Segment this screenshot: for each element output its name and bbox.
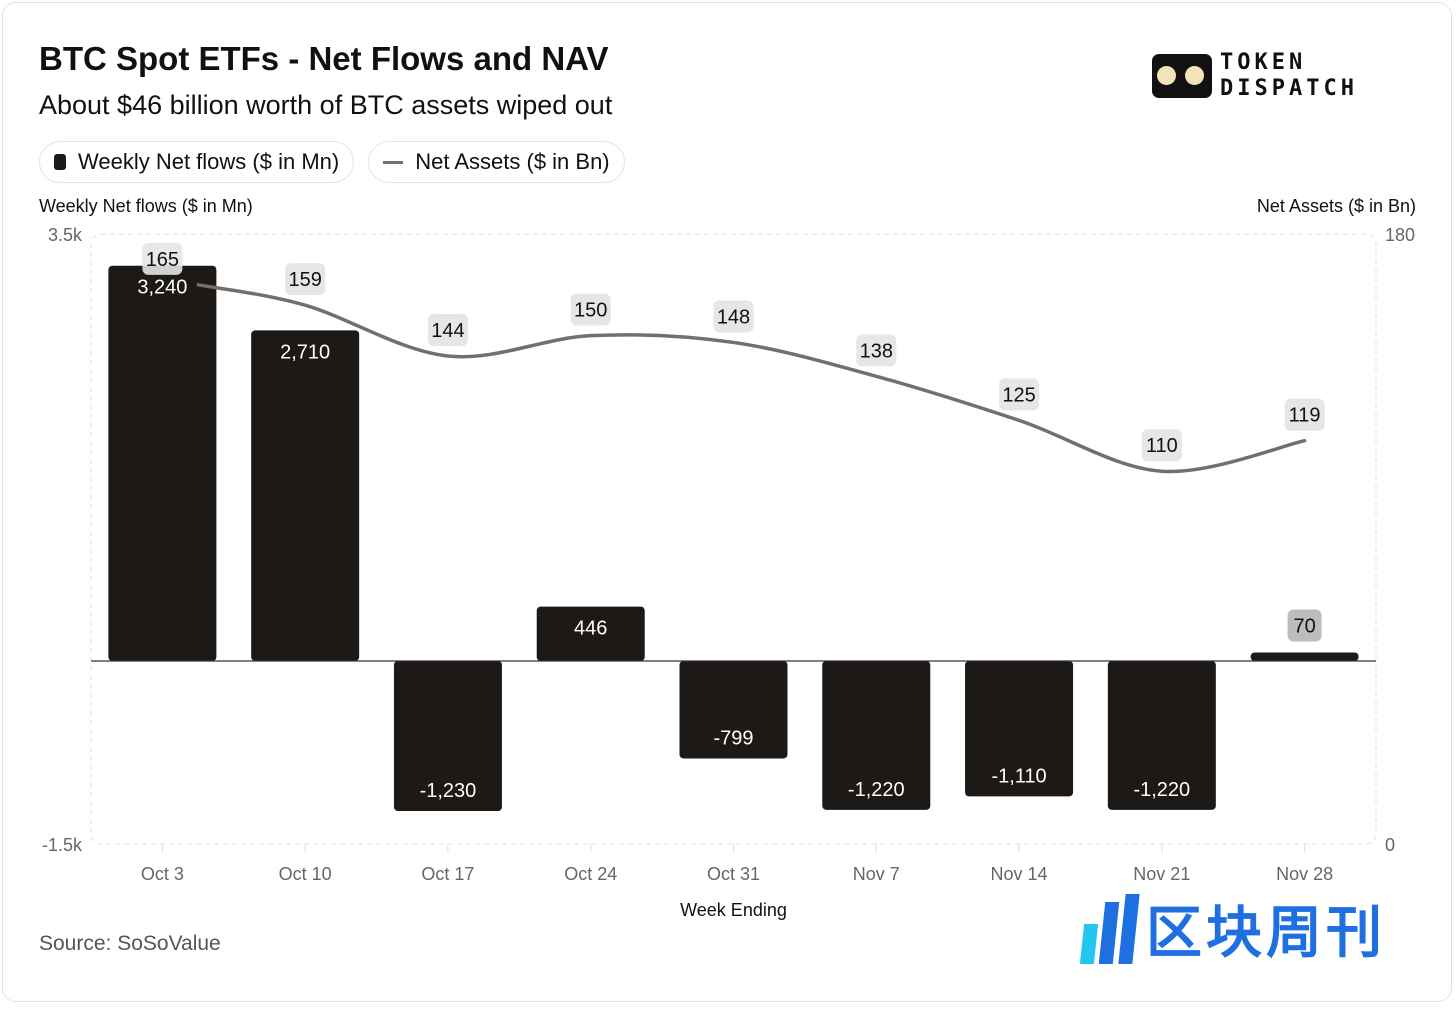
bar-value-label: 2,710 (280, 341, 330, 363)
bar-value-label: -1,110 (991, 765, 1046, 787)
line-value-label: 110 (1146, 435, 1178, 457)
legend-item-flows[interactable]: Weekly Net flows ($ in Mn) (39, 141, 355, 183)
line-label-bg (999, 378, 1040, 411)
bar (251, 330, 360, 661)
line-label-bg (1141, 429, 1182, 462)
bar (1107, 661, 1216, 810)
x-tick-label: Oct 31 (707, 864, 760, 884)
line-label-bg (1284, 398, 1325, 431)
line-label-bg (285, 263, 326, 296)
x-tick-label: Nov 28 (1276, 864, 1333, 884)
line-value-label: 138 (860, 340, 893, 362)
bar-value-label: 3,240 (137, 277, 187, 299)
left-axis-title: Weekly Net flows ($ in Mn) (39, 196, 253, 216)
watermark-logo: 区块周刊 (1079, 888, 1386, 969)
bar (822, 661, 931, 810)
bar-value-label: -1,220 (848, 779, 905, 801)
bar-value-label: 70 (1293, 615, 1315, 637)
line-value-label: 159 (288, 269, 321, 291)
line-label-bg (713, 300, 754, 333)
bar (679, 661, 788, 759)
legend-label: Net Assets ($ in Bn) (415, 149, 610, 174)
legend-item-assets[interactable]: Net Assets ($ in Bn) (368, 141, 625, 183)
bar (1250, 652, 1359, 661)
x-tick-label: Nov 7 (853, 864, 900, 884)
plot-frame (90, 233, 1377, 845)
right-axis-title: Net Assets ($ in Bn) (1256, 196, 1416, 216)
line-value-label: 148 (717, 306, 750, 328)
bar (536, 606, 645, 661)
line-value-label: 119 (1289, 405, 1321, 427)
x-axis-title: Week Ending (680, 900, 787, 920)
bar-label-bg (1287, 609, 1322, 642)
source-note: Source: SoSoValue (39, 932, 221, 955)
right-tick: 0 (1385, 835, 1395, 855)
bar (108, 265, 217, 661)
line-value-label: 125 (1002, 384, 1035, 406)
token-dispatch-logo: TOKEN DISPATCH (1152, 50, 1358, 102)
bar (965, 661, 1074, 797)
line-label-bg (856, 334, 897, 367)
chart-subtitle: About $46 billion worth of BTC assets wi… (39, 90, 613, 120)
x-tick-label: Oct 24 (564, 864, 617, 884)
chart-title: BTC Spot ETFs - Net Flows and NAV (39, 40, 609, 77)
left-tick: 3.5k (48, 225, 83, 245)
x-tick-label: Oct 10 (279, 864, 332, 884)
line-label-bg (427, 314, 468, 346)
line-value-label: 165 (146, 249, 179, 271)
line-swatch (383, 160, 404, 164)
line-value-label: 150 (574, 300, 607, 322)
bar-value-label: -799 (713, 727, 753, 749)
bar-value-label: -1,230 (420, 780, 477, 802)
x-tick-label: Oct 17 (421, 864, 474, 884)
logo-face-icon (1152, 54, 1212, 98)
net-assets-line (196, 283, 1307, 474)
x-tick-label: Nov 21 (1133, 864, 1190, 884)
line-label-bg (142, 242, 183, 275)
x-tick-label: Nov 14 (991, 864, 1048, 884)
bar (393, 661, 502, 812)
right-tick: 180 (1385, 225, 1415, 245)
line-value-label: 144 (431, 320, 464, 342)
x-tick-label: Oct 3 (141, 864, 184, 884)
bar-value-label: -1,220 (1133, 779, 1190, 801)
left-tick: -1.5k (42, 835, 83, 855)
bar-value-label: 446 (574, 618, 607, 640)
legend-label: Weekly Net flows ($ in Mn) (78, 149, 340, 174)
bar-swatch (54, 154, 66, 170)
legend: Weekly Net flows ($ in Mn) Net Assets ($… (39, 141, 625, 183)
line-label-bg (570, 293, 611, 326)
